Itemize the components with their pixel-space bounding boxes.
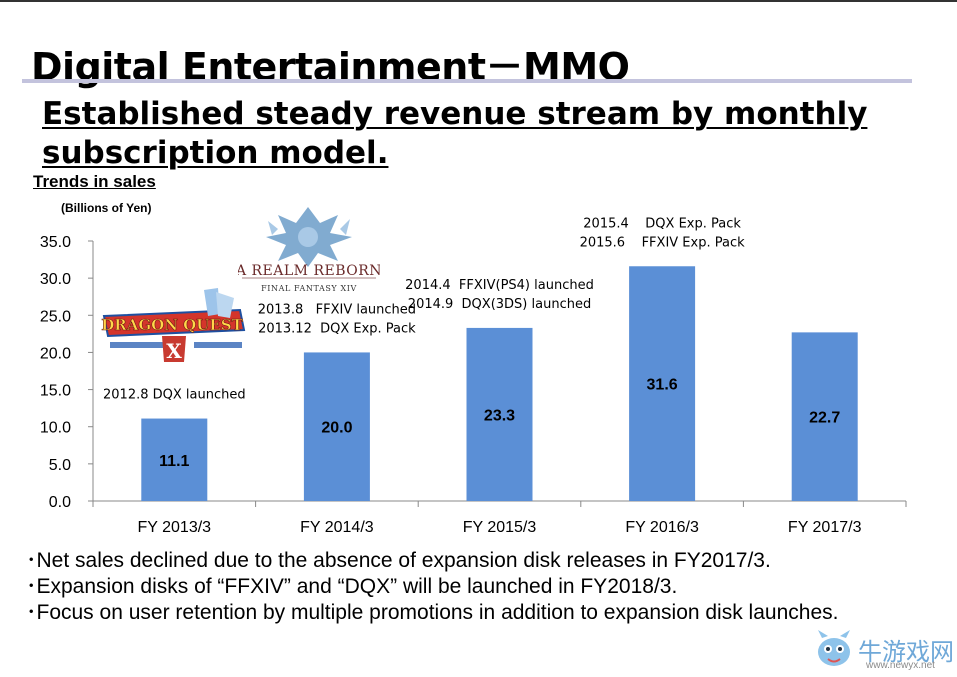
title-underline [22,79,912,83]
bar [791,332,858,501]
x-tick-label: FY 2017/3 [788,519,862,536]
svg-text:A REALM REBORN: A REALM REBORN [238,263,380,279]
annotation-label: 2013.12 DQX Exp. Pack [258,321,416,336]
y-tick-label: 35.0 [40,234,71,251]
bar [629,266,696,501]
bar-value-label: 20.0 [321,420,352,437]
top-border [0,0,957,2]
y-tick-label: 15.0 [40,383,71,400]
y-tick-label: 25.0 [40,308,71,325]
y-tick-label: 20.0 [40,345,71,362]
y-axis-unit: (Billions of Yen) [61,201,152,215]
bullet-item: ･Net sales declined due to the absence o… [26,549,771,572]
bar-value-label: 11.1 [159,453,189,470]
svg-text:DRAGON QUEST: DRAGON QUEST [101,316,243,334]
y-tick-label: 10.0 [40,420,71,437]
x-tick-label: FY 2014/3 [300,519,374,536]
chart-title: Trends in sales [33,172,156,191]
bar-value-label: 22.7 [809,410,840,427]
svg-text:X: X [166,339,182,363]
annotation-label: 2014.4 FFXIV(PS4) launched [405,278,594,293]
headline: Established steady revenue stream by mon… [42,96,868,171]
bar-value-label: 31.6 [647,377,678,394]
y-tick-label: 0.0 [49,494,71,511]
watermark-mascot-icon [818,630,850,666]
watermark-text: 牛游戏网 [858,639,954,666]
summary-bullets: ･Net sales declined due to the absence o… [26,548,926,626]
y-tick-label: 5.0 [49,457,71,474]
x-tick-label: FY 2013/3 [138,519,212,536]
annotation-label: 2012.8 DQX launched [103,388,246,403]
bar-value-label: 23.3 [484,407,515,424]
bullet-item: ･Expansion disks of “FFXIV” and “DQX” wi… [26,575,678,598]
watermark-url: www.newyx.net [866,660,935,671]
annotation-label: 2015.4 DQX Exp. Pack [583,216,741,231]
annotation-label: 2013.8 FFXIV launched [258,302,416,317]
y-tick-label: 30.0 [40,271,71,288]
final-fantasy-xiv-logo: A REALM REBORN FINAL FANTASY XIV [238,207,380,293]
x-tick-label: FY 2015/3 [463,519,537,536]
bar [303,352,370,501]
bar [141,418,208,501]
annotation-label: 2015.6 FFXIV Exp. Pack [580,235,746,250]
annotation-label: 2014.9 DQX(3DS) launched [408,297,591,312]
x-tick-label: FY 2016/3 [625,519,699,536]
svg-text:FINAL FANTASY XIV: FINAL FANTASY XIV [261,284,357,293]
bar [466,327,533,501]
dragon-quest-x-logo: DRAGON QUEST X [101,288,246,363]
bullet-item: ･Focus on user retention by multiple pro… [26,601,839,624]
